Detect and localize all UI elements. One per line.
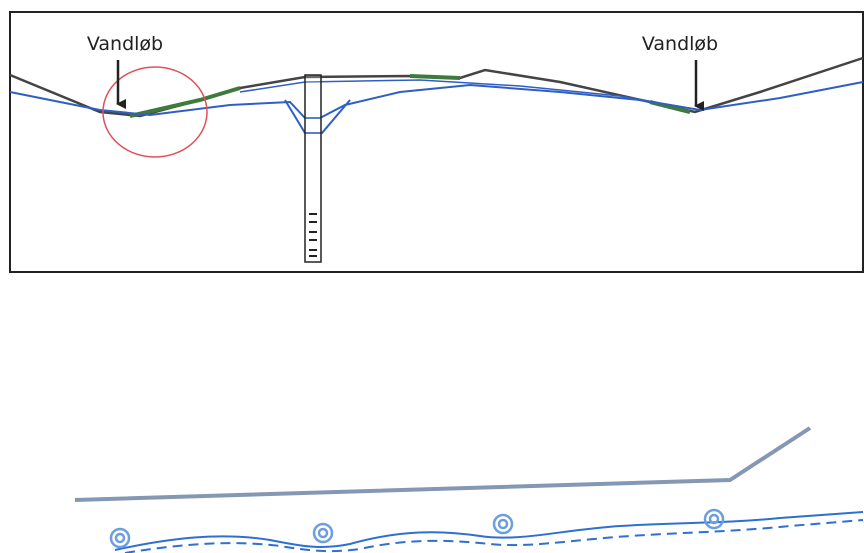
terrain-highlight	[129, 86, 241, 118]
surface-line	[74, 426, 812, 502]
terrain-line	[9, 56, 864, 118]
highlight-circle	[102, 66, 208, 158]
terrain-highlight	[409, 74, 461, 80]
well-screen	[309, 213, 317, 257]
dashed-line	[124, 519, 864, 553]
wells	[109, 508, 725, 549]
annotation-label: Vandløb	[642, 33, 718, 55]
panel-frame	[9, 11, 864, 273]
drawdown-line	[284, 99, 351, 134]
well	[304, 74, 322, 263]
water-table-line	[239, 79, 701, 111]
profile-panel: Vandløb Vandløb	[9, 11, 864, 273]
lower-sketch	[74, 426, 864, 553]
annotation-label: Vandløb	[87, 33, 163, 55]
wavy-line	[114, 511, 864, 551]
